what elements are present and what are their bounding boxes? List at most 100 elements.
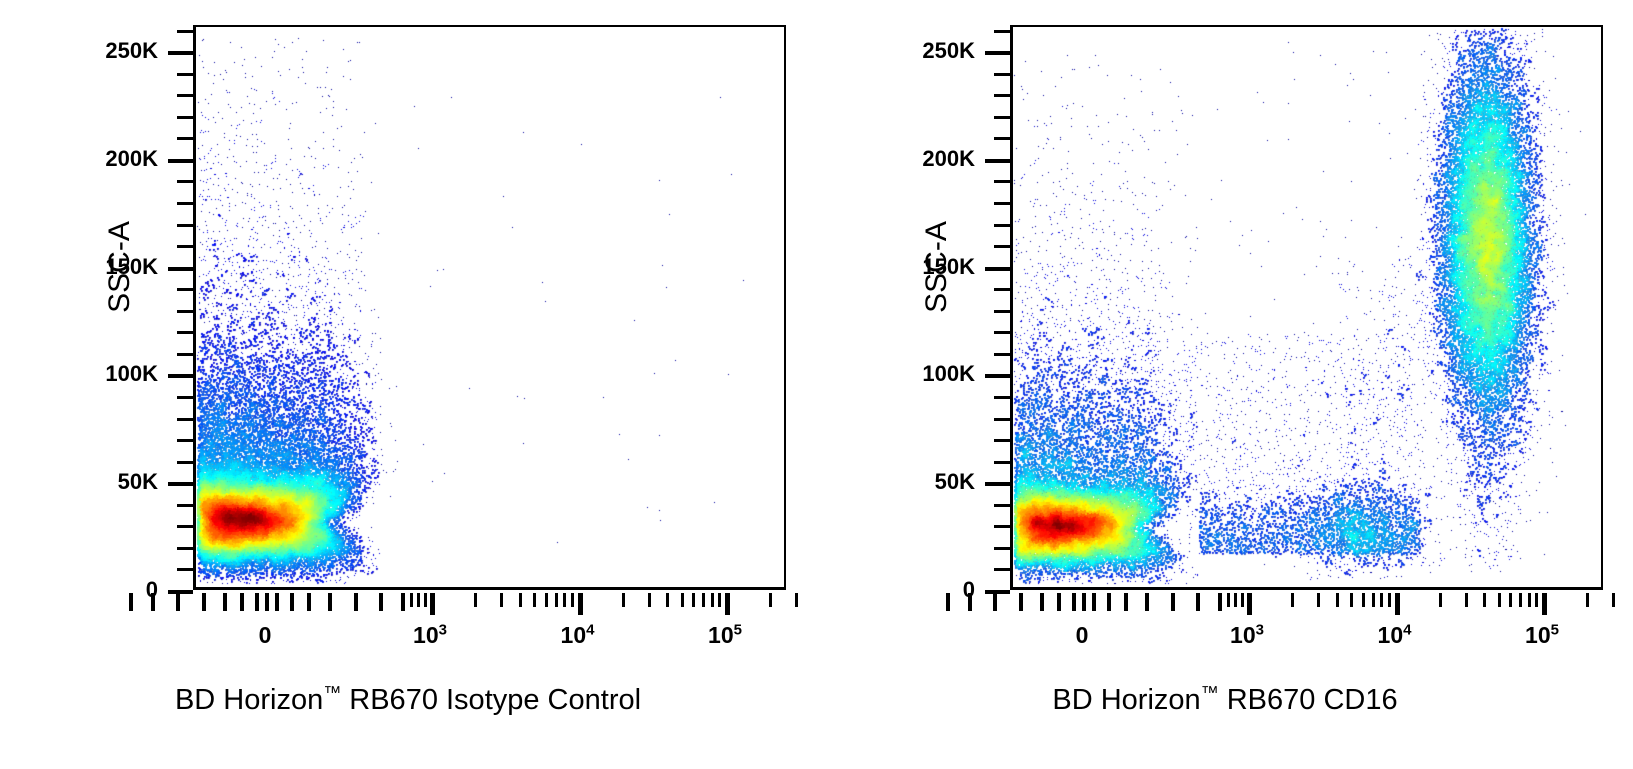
x-axis-minor-tick	[544, 593, 548, 607]
x-axis-linear-tick	[1170, 593, 1175, 611]
y-axis-minor-tick	[177, 72, 193, 76]
x-axis-negative-tick	[1018, 593, 1023, 611]
y-axis-minor-tick	[994, 245, 1010, 249]
x-axis-linear-tick	[1092, 593, 1097, 611]
x-axis-minor-tick	[718, 593, 722, 607]
y-axis-minor-tick	[994, 29, 1010, 33]
y-axis-minor-tick	[994, 115, 1010, 119]
x-axis-negative-tick	[239, 593, 244, 611]
y-axis-minor-tick	[177, 503, 193, 507]
x-axis-minor-tick	[647, 593, 651, 607]
y-axis-tick-label: 200K	[105, 145, 158, 171]
x-axis-tick-exponent: 5	[1550, 621, 1559, 639]
x-axis-tick-label: 104	[561, 622, 595, 649]
x-axis-linear-tick	[1124, 593, 1129, 611]
x-axis-linear-tick	[307, 593, 312, 611]
y-axis-tick-label: 250K	[105, 38, 158, 64]
y-axis-minor-tick	[177, 568, 193, 572]
x-axis-tick-label: 103	[413, 622, 447, 649]
x-axis-major-tick	[725, 593, 730, 615]
x-axis-minor-tick	[1586, 593, 1590, 607]
y-axis-minor-tick	[994, 568, 1010, 572]
y-axis-minor-tick	[177, 94, 193, 98]
x-axis-minor-tick	[1371, 593, 1375, 607]
x-axis-negative-tick	[222, 593, 227, 611]
y-axis-minor-tick	[994, 202, 1010, 206]
y-axis-minor-tick	[177, 202, 193, 206]
x-axis-linear-tick	[1145, 593, 1150, 611]
x-axis-major-tick	[1394, 593, 1400, 615]
x-axis-minor-tick	[1612, 593, 1616, 607]
x-axis-linear-tick	[378, 593, 383, 611]
y-axis-minor-tick	[994, 72, 1010, 76]
x-axis-minor-tick	[1317, 593, 1321, 607]
x-axis-linear-tick	[290, 593, 295, 611]
x-axis-minor-tick	[621, 593, 625, 607]
x-axis-tick-label: 105	[708, 622, 742, 649]
x-axis-tick-exponent: 3	[438, 621, 447, 639]
x-axis-minor-tick	[417, 593, 421, 607]
x-axis-minor-tick	[424, 593, 428, 607]
x-axis-tick-label: 0	[258, 622, 272, 648]
y-axis-minor-tick	[994, 417, 1010, 421]
y-axis-minor-tick	[177, 115, 193, 119]
x-axis-tick-exponent: 4	[586, 621, 595, 639]
y-axis-major-tick	[985, 158, 1010, 163]
y-axis-tick-label: 150K	[105, 253, 158, 279]
x-axis-negative-tick	[1056, 593, 1061, 611]
x-axis-minor-tick	[518, 593, 522, 607]
scatter-canvas-right	[1013, 27, 1601, 587]
caption-prefix-left: BD Horizon	[174, 684, 324, 716]
x-axis-minor-tick	[1509, 593, 1513, 607]
x-axis-negative-tick	[1071, 593, 1076, 611]
y-axis-minor-tick	[994, 331, 1010, 335]
y-axis-major-tick	[168, 266, 193, 271]
dot-plot-canvas-holder-left	[196, 27, 784, 587]
y-axis-major-tick	[168, 158, 193, 163]
y-axis-tick-label: 0	[145, 577, 158, 602]
y-axis-tick-label: 50K	[117, 469, 158, 495]
y-axis-tick-label: 250K	[922, 38, 975, 64]
trademark-symbol-left: ™	[323, 682, 342, 703]
x-axis-negative-tick	[968, 593, 973, 611]
x-axis-minor-tick	[710, 593, 714, 607]
x-axis-minor-tick	[1350, 593, 1354, 607]
y-axis-minor-tick	[994, 137, 1010, 141]
x-axis-minor-tick	[1519, 593, 1523, 607]
y-axis-minor-tick	[177, 525, 193, 529]
caption-suffix-left: RB670 Isotype Control	[341, 684, 642, 716]
y-axis-tick-label: 150K	[922, 253, 975, 279]
x-axis-major-tick	[577, 593, 583, 615]
y-axis-minor-tick	[177, 439, 193, 443]
x-axis-negative-tick	[993, 593, 998, 611]
x-axis-minor-tick	[1361, 593, 1365, 607]
x-axis-tick-label: 103	[1230, 622, 1264, 649]
y-axis-minor-tick	[994, 439, 1010, 443]
x-axis-major-tick	[430, 593, 435, 615]
x-axis-minor-tick	[474, 593, 478, 607]
panel-cd16: SSC-A 0 50K 100K 150K 200K 250K 0 103 104 105 BD…	[817, 0, 1633, 769]
y-axis-major-tick	[985, 590, 1010, 594]
x-axis-minor-tick	[570, 593, 574, 607]
x-axis-linear-tick	[353, 593, 358, 611]
y-axis-minor-tick	[994, 503, 1010, 507]
x-axis-minor-tick	[769, 593, 773, 607]
y-axis-minor-tick	[994, 288, 1010, 292]
x-axis-minor-tick	[1226, 593, 1230, 607]
y-axis-minor-tick	[177, 352, 193, 356]
x-axis-tick-label: 0	[1075, 622, 1089, 648]
plot-area-right	[1010, 25, 1603, 590]
dot-plot-canvas-holder-right	[1013, 27, 1601, 587]
y-axis-minor-tick	[994, 223, 1010, 227]
x-axis-negative-tick	[151, 593, 156, 611]
y-axis-minor-tick	[177, 223, 193, 227]
panel-caption-left: BD Horizon™ RB670 Isotype Control	[0, 682, 816, 717]
x-axis-minor-tick	[1291, 593, 1295, 607]
y-axis-minor-tick	[177, 417, 193, 421]
x-axis-tick-exponent: 5	[733, 621, 742, 639]
y-axis-minor-tick	[177, 309, 193, 313]
y-axis-major-tick	[985, 482, 1010, 487]
y-axis-minor-tick	[994, 546, 1010, 550]
x-axis-minor-tick	[1483, 593, 1487, 607]
